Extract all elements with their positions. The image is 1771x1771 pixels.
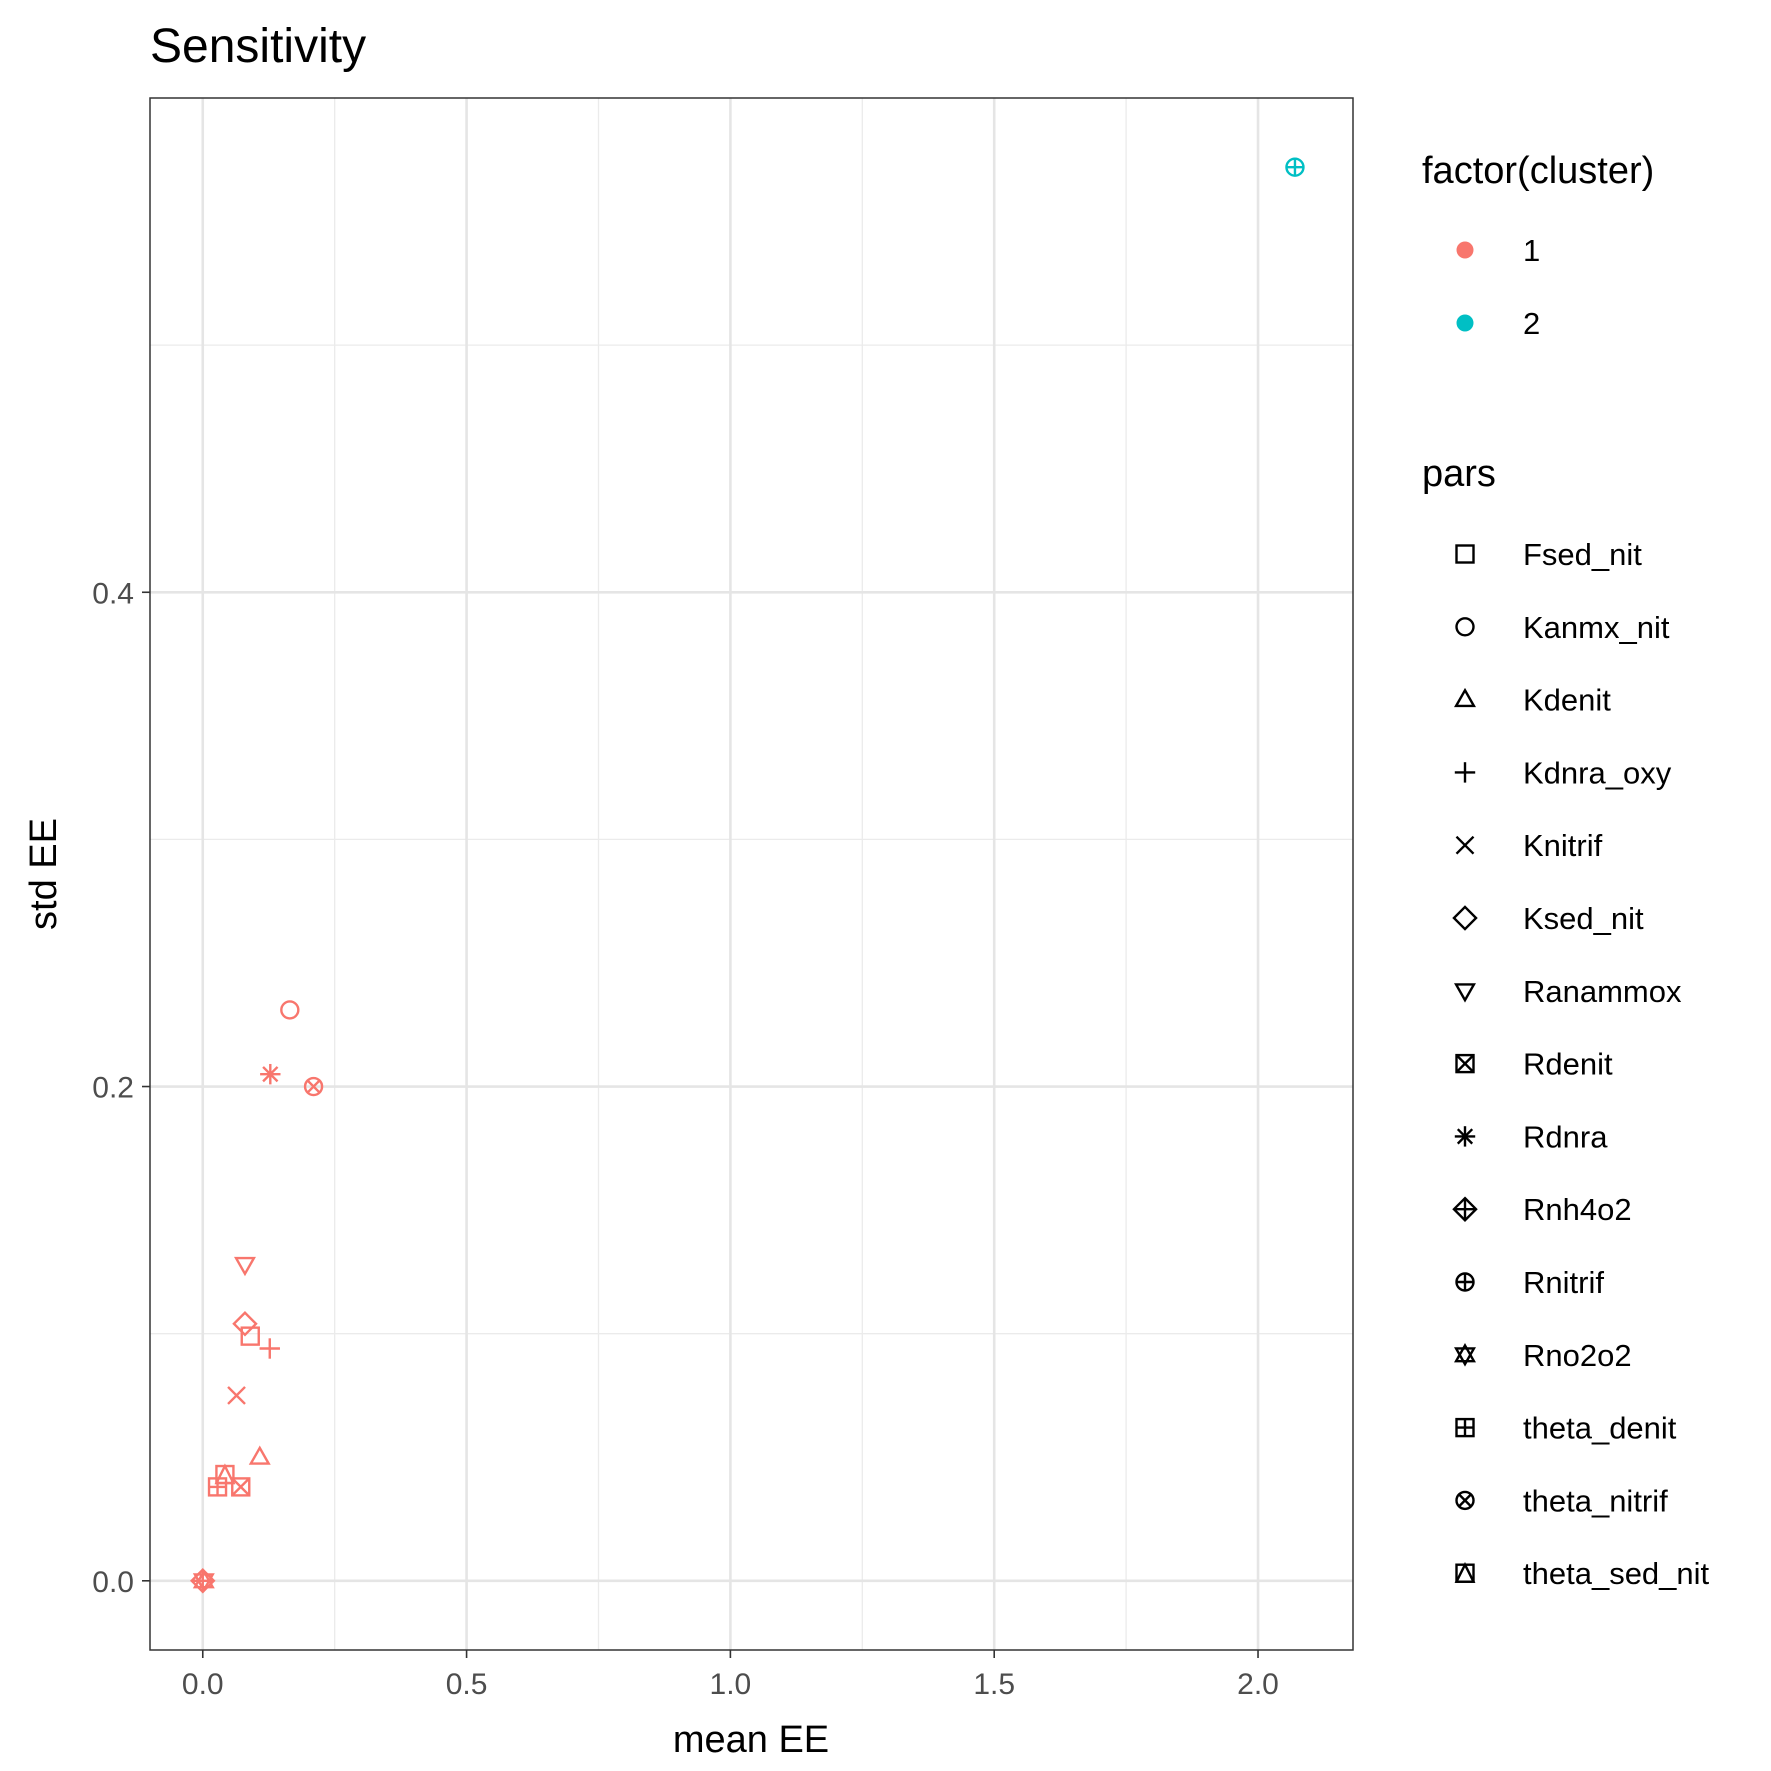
legend-pars-label: Ranammox	[1523, 974, 1682, 1009]
legend-pars-label: Rnh4o2	[1523, 1192, 1632, 1227]
legend-pars-label: Rnitrif	[1523, 1265, 1604, 1300]
square-cross-icon	[1455, 1053, 1475, 1074]
legend-pars-label: Fsed_nit	[1523, 537, 1642, 572]
plot-panel	[150, 98, 1353, 1650]
plus-icon	[1454, 762, 1476, 783]
legend-pars-label: theta_nitrif	[1523, 1483, 1668, 1518]
point-Kdnra-oxy	[259, 1338, 280, 1359]
legend-cluster-item: 2	[1456, 306, 1540, 341]
y-tick-label: 0.2	[92, 1072, 134, 1105]
cross-icon	[1455, 835, 1475, 855]
legend-pars-item: Rnh4o2	[1452, 1192, 1632, 1227]
legend-pars-item: Rno2o2	[1454, 1338, 1632, 1373]
point-Knitrif	[227, 1386, 246, 1405]
circle-cross-icon	[1455, 1490, 1475, 1511]
legend-pars-item: Kdnra_oxy	[1454, 755, 1672, 790]
legend-pars-item: theta_denit	[1455, 1411, 1677, 1446]
point-Fsed-nit	[240, 1326, 260, 1346]
legend-pars-label: Knitrif	[1523, 828, 1603, 863]
legend-pars-title: pars	[1422, 453, 1496, 495]
x-tick-label: 0.5	[446, 1668, 488, 1701]
diamond-icon	[1452, 905, 1478, 931]
x-tick-label: 1.5	[973, 1668, 1015, 1701]
plot-border	[149, 97, 1354, 1651]
legend-dot-icon	[1456, 314, 1474, 332]
legend-cluster: factor(cluster) 1 2	[1422, 150, 1654, 341]
legend-pars-item: Kdenit	[1454, 683, 1611, 718]
legend-cluster-label: 1	[1523, 233, 1540, 268]
point-Rdenit	[231, 1477, 251, 1497]
point-Rno2o2	[192, 1569, 215, 1593]
legend-pars-item: Ksed_nit	[1452, 901, 1644, 936]
legend-pars-item: theta_sed_nit	[1454, 1556, 1710, 1591]
grid-lines	[150, 98, 1353, 1650]
square-triangle-icon	[1454, 1562, 1476, 1583]
x-axis-title: mean EE	[673, 1719, 829, 1761]
y-axis-title: std EE	[23, 818, 65, 930]
circle-plus-icon	[1455, 1272, 1475, 1292]
legend-dot-icon	[1456, 241, 1474, 259]
legend-pars-label: Rno2o2	[1523, 1338, 1632, 1373]
legend-pars-label: theta_sed_nit	[1523, 1556, 1710, 1591]
legend-pars-item: Knitrif	[1455, 828, 1603, 863]
legend-pars-item: Kanmx_nit	[1455, 610, 1670, 645]
legend-pars-item: Rdnra	[1454, 1119, 1608, 1154]
legend-pars-item: Rnitrif	[1455, 1265, 1604, 1300]
point-Rnitrif	[1285, 157, 1305, 177]
x-tick-label: 0.0	[182, 1668, 224, 1701]
legend-cluster-title: factor(cluster)	[1422, 150, 1654, 192]
point-Ranammox	[233, 1256, 256, 1277]
x-tick-label: 1.0	[710, 1668, 752, 1701]
legend-pars-label: Rdenit	[1523, 1047, 1613, 1082]
legend-pars-label: Ksed_nit	[1523, 901, 1644, 936]
point-Ksed-nit	[232, 1311, 258, 1337]
point-Kdenit	[248, 1445, 271, 1465]
y-tick-label: 0.0	[92, 1566, 134, 1599]
data-points	[190, 157, 1305, 1594]
point-theta-nitrif	[303, 1076, 324, 1097]
point-Rdnra	[260, 1063, 281, 1085]
star-david-icon	[1454, 1343, 1476, 1367]
point-theta-sed-nit	[214, 1463, 236, 1485]
circle-icon	[1455, 617, 1475, 637]
axis-ticks: 0.0 0.5 1.0 1.5 2.0 0.0 0.2 0.4	[92, 577, 1279, 1701]
legend-pars-label: Kanmx_nit	[1523, 610, 1670, 645]
square-icon	[1455, 544, 1475, 564]
legend-pars-item: Rdenit	[1455, 1047, 1613, 1082]
square-plus-icon	[1455, 1417, 1475, 1438]
legend-pars-label: theta_denit	[1523, 1411, 1677, 1446]
triangle-down-icon	[1454, 983, 1476, 1003]
x-tick-label: 2.0	[1237, 1668, 1279, 1701]
asterisk-icon	[1454, 1126, 1476, 1147]
legend-pars-item: Ranammox	[1454, 974, 1682, 1009]
point-Kanmx-nit	[280, 1000, 300, 1020]
legend-pars-item: Fsed_nit	[1455, 537, 1642, 572]
triangle-icon	[1454, 687, 1476, 708]
legend-pars-label: Kdenit	[1523, 683, 1611, 718]
legend-pars-label: Rdnra	[1523, 1119, 1608, 1154]
diamond-plus-icon	[1452, 1196, 1478, 1222]
y-tick-label: 0.4	[92, 577, 134, 610]
legend-pars-item: theta_nitrif	[1455, 1483, 1668, 1518]
legend-cluster-label: 2	[1523, 306, 1540, 341]
chart-title: Sensitivity	[150, 20, 366, 73]
legend-pars-label: Kdnra_oxy	[1523, 755, 1672, 790]
legend-cluster-item: 1	[1456, 233, 1540, 268]
legend-pars: pars Fsed_nit Kanmx_nit Kdenit Kdnra_oxy Kni…	[1422, 453, 1710, 1591]
